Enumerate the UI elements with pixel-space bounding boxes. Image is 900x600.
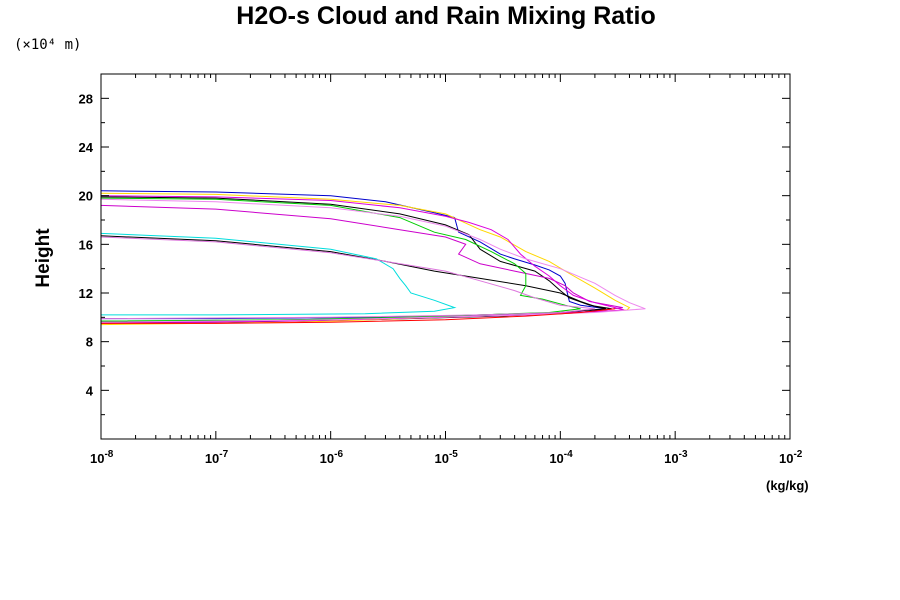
y-tick-label: 16 bbox=[79, 237, 93, 252]
x-axis-unit: (kg/kg) bbox=[766, 478, 809, 493]
y-tick-label: 12 bbox=[79, 286, 93, 301]
y-axis-label: Height bbox=[33, 228, 54, 288]
x-tick-label: 10-4 bbox=[549, 449, 573, 466]
series-group bbox=[100, 190, 646, 326]
x-tick-label: 10-3 bbox=[664, 449, 688, 466]
y-tick-label: 24 bbox=[79, 140, 94, 155]
series-line-3 bbox=[100, 235, 607, 322]
y-tick-label: 4 bbox=[86, 383, 94, 398]
x-tick-label: 10-2 bbox=[779, 449, 803, 466]
x-tick-label: 10-8 bbox=[90, 449, 114, 466]
series-line-11 bbox=[101, 308, 616, 324]
x-tick-label: 10-5 bbox=[435, 449, 459, 466]
series-line-9 bbox=[100, 198, 646, 323]
series-line-8 bbox=[100, 232, 457, 316]
series-line-6 bbox=[100, 195, 625, 323]
y-axis-unit: (×10⁴ m) bbox=[14, 37, 81, 53]
y-tick-label: 20 bbox=[79, 189, 93, 204]
tick-labels: 4 8 12 16 20 24 28 10-8 10-7 10-6 10-5 10-4 10-3 10-2 bbox=[79, 91, 803, 466]
x-tick-label: 10-6 bbox=[320, 449, 344, 466]
y-tick-label: 8 bbox=[86, 335, 93, 350]
series-line-10 bbox=[100, 236, 595, 320]
series-line-4 bbox=[100, 192, 631, 326]
chart-title: H2O-s Cloud and Rain Mixing Ratio bbox=[236, 2, 655, 30]
tick-marks bbox=[100, 74, 791, 439]
series-line-2 bbox=[100, 196, 612, 323]
series-line-1 bbox=[100, 190, 607, 320]
x-tick-label: 10-7 bbox=[205, 449, 229, 466]
series-line-7 bbox=[100, 197, 581, 322]
plot-frame bbox=[100, 73, 791, 440]
y-tick-label: 28 bbox=[79, 91, 93, 106]
